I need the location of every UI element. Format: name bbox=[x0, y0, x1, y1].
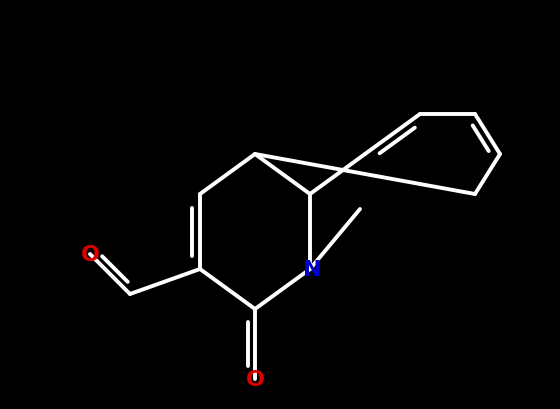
Text: O: O bbox=[81, 245, 100, 264]
Text: O: O bbox=[245, 369, 264, 389]
Text: N: N bbox=[303, 259, 321, 279]
